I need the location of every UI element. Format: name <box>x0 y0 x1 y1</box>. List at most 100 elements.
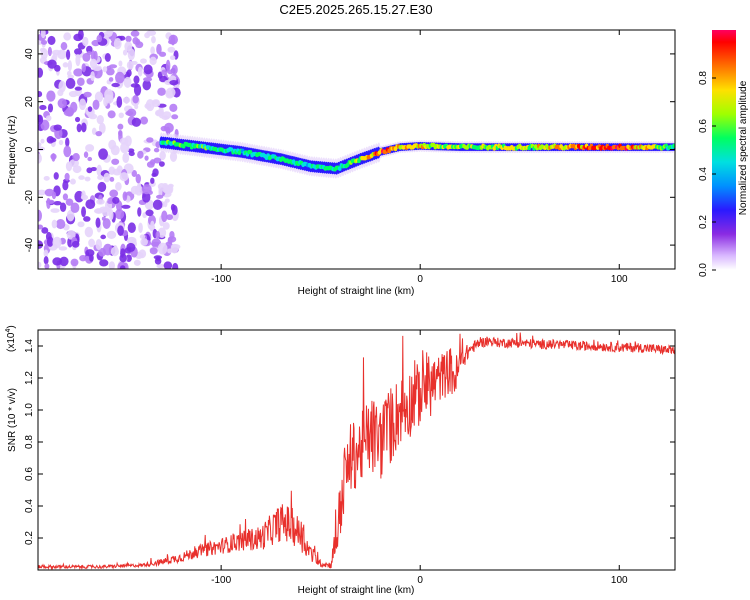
noise-blob <box>172 262 179 269</box>
noise-blob <box>74 86 83 91</box>
noise-blob <box>41 227 49 234</box>
noise-blob <box>59 256 69 267</box>
noise-blob <box>123 76 132 88</box>
noise-blob <box>164 198 170 203</box>
noise-blob <box>72 165 82 174</box>
noise-blob <box>130 185 140 195</box>
noise-blob <box>94 91 104 103</box>
noise-blob <box>169 79 179 86</box>
noise-blob <box>166 214 174 221</box>
noise-blob <box>70 202 80 214</box>
noise-blob <box>96 164 102 177</box>
noise-blob <box>108 209 114 221</box>
noise-blob <box>121 204 131 209</box>
y-tick-label: 1.2 <box>24 371 35 385</box>
y-tick-label: 40 <box>24 48 35 60</box>
noise-blob <box>53 201 62 206</box>
noise-blob <box>86 167 93 174</box>
noise-blob <box>152 199 163 211</box>
noise-blob <box>106 230 117 239</box>
noise-blob <box>84 226 94 238</box>
y-tick-label: 20 <box>24 96 35 108</box>
noise-blob <box>77 30 84 40</box>
noise-blob <box>38 153 42 164</box>
noise-blob <box>46 90 56 102</box>
y-tick-label: 0.2 <box>24 531 35 545</box>
noise-blob <box>154 109 164 117</box>
noise-blob <box>128 151 135 157</box>
noise-blob <box>157 87 166 96</box>
spectrogram-heatmap <box>38 30 675 269</box>
noise-blob <box>65 198 74 206</box>
noise-blob <box>97 175 104 181</box>
noise-blob <box>107 110 116 119</box>
noise-blob <box>134 104 139 110</box>
noise-blob <box>85 199 96 210</box>
y-tick-label: 1.0 <box>24 403 35 417</box>
colorbar-label: Normalized spectral amplitude <box>738 80 749 215</box>
x-tick-label: 100 <box>611 575 628 586</box>
noise-blob <box>43 175 50 181</box>
noise-blob <box>53 124 62 131</box>
noise-blob <box>161 210 168 223</box>
noise-blob <box>40 119 50 131</box>
noise-blob <box>119 253 127 263</box>
noise-blob <box>52 236 62 249</box>
noise-blob <box>111 158 120 165</box>
noise-blob <box>125 254 132 262</box>
noise-blob <box>92 99 100 110</box>
y-tick-label: -40 <box>24 237 35 252</box>
noise-blob <box>127 222 136 234</box>
noise-blob <box>87 156 93 162</box>
noise-blob <box>38 67 44 78</box>
noise-blob <box>149 159 156 166</box>
noise-blob <box>107 199 114 204</box>
noise-blob <box>165 126 171 136</box>
noise-blob <box>98 148 108 160</box>
x-tick-label: 0 <box>417 274 423 285</box>
noise-blob <box>104 53 111 62</box>
noise-blob <box>167 69 174 75</box>
noise-blob <box>63 145 72 158</box>
noise-blob <box>125 35 132 43</box>
noise-blob <box>144 155 149 161</box>
noise-blob <box>140 116 149 125</box>
noise-blob <box>47 46 52 57</box>
noise-blob <box>40 39 48 45</box>
noise-blob <box>51 219 58 229</box>
colorbar-gradient <box>712 30 736 270</box>
noise-blob <box>122 49 128 56</box>
noise-blob <box>161 69 168 76</box>
noise-blob <box>102 218 111 229</box>
ridge-cell <box>337 166 342 171</box>
colorbar-tick-label: 0.8 <box>698 71 709 85</box>
noise-blob <box>112 196 120 204</box>
noise-blob <box>137 150 144 159</box>
noise-blob <box>161 184 169 193</box>
noise-blob <box>39 104 47 111</box>
noise-blob <box>65 137 70 148</box>
noise-blob <box>55 218 66 230</box>
noise-blob <box>169 230 175 240</box>
chart-title: C2E5.2025.265.15.27.E30 <box>279 2 432 17</box>
noise-blob <box>86 45 93 54</box>
x-tick-label: -100 <box>211 575 231 586</box>
noise-blob <box>171 114 179 120</box>
noise-blob <box>38 240 44 249</box>
snr-frame <box>37 329 676 571</box>
noise-blob <box>138 222 143 234</box>
noise-blob <box>81 206 86 218</box>
noise-blob <box>137 207 142 217</box>
noise-blob <box>38 146 46 152</box>
noise-blob <box>43 249 49 257</box>
noise-blob <box>58 139 64 146</box>
noise-blob <box>59 202 67 212</box>
noise-blob <box>51 153 56 162</box>
noise-blob <box>165 59 171 72</box>
noise-blob <box>168 39 176 45</box>
y-tick-label: 0.8 <box>24 435 35 449</box>
noise-blob <box>145 209 154 217</box>
noise-blob <box>141 184 152 195</box>
noise-blob <box>151 172 157 177</box>
